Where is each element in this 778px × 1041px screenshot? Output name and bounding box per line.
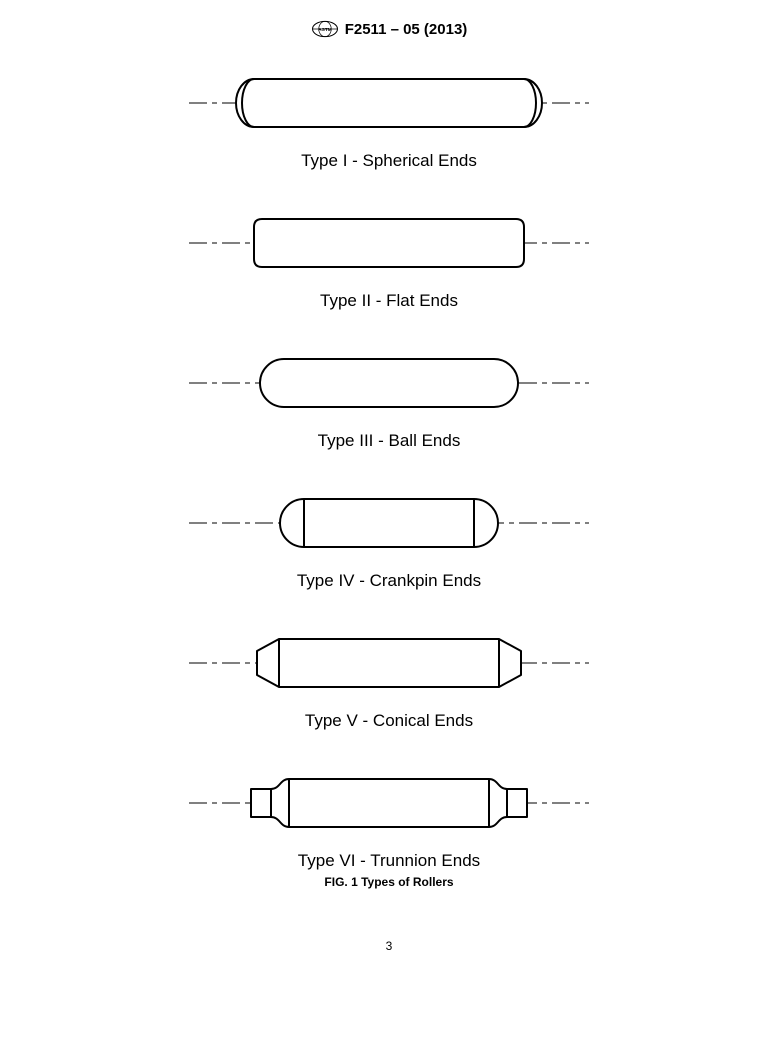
roller-label-type2: Type II - Flat Ends [0,291,778,311]
figure-caption: FIG. 1 Types of Rollers [0,875,778,889]
roller-label-type4: Type IV - Crankpin Ends [0,571,778,591]
roller-figure-type5: Type V - Conical Ends [0,623,778,731]
roller-label-type3: Type III - Ball Ends [0,431,778,451]
roller-diagram-type5 [189,623,589,703]
figures-container: Type I - Spherical Ends Type II - Flat E… [0,63,778,889]
roller-figure-type3: Type III - Ball Ends [0,343,778,451]
astm-logo-icon: ASTM [311,20,339,38]
roller-diagram-type6 [189,763,589,843]
roller-figure-type1: Type I - Spherical Ends [0,63,778,171]
svg-text:ASTM: ASTM [318,27,332,33]
standard-code: F2511 – 05 (2013) [345,21,468,38]
roller-diagram-type3 [189,343,589,423]
document-header: ASTM F2511 – 05 (2013) [0,20,778,38]
page-number: 3 [0,939,778,953]
roller-diagram-type4 [189,483,589,563]
roller-figure-type4: Type IV - Crankpin Ends [0,483,778,591]
roller-label-type1: Type I - Spherical Ends [0,151,778,171]
roller-label-type5: Type V - Conical Ends [0,711,778,731]
roller-figure-type2: Type II - Flat Ends [0,203,778,311]
roller-diagram-type2 [189,203,589,283]
roller-figure-type6: Type VI - Trunnion Ends FIG. 1 Types of R… [0,763,778,889]
roller-label-type6: Type VI - Trunnion Ends [0,851,778,871]
roller-diagram-type1 [189,63,589,143]
page: ASTM F2511 – 05 (2013) Type I - Spherica… [0,0,778,953]
